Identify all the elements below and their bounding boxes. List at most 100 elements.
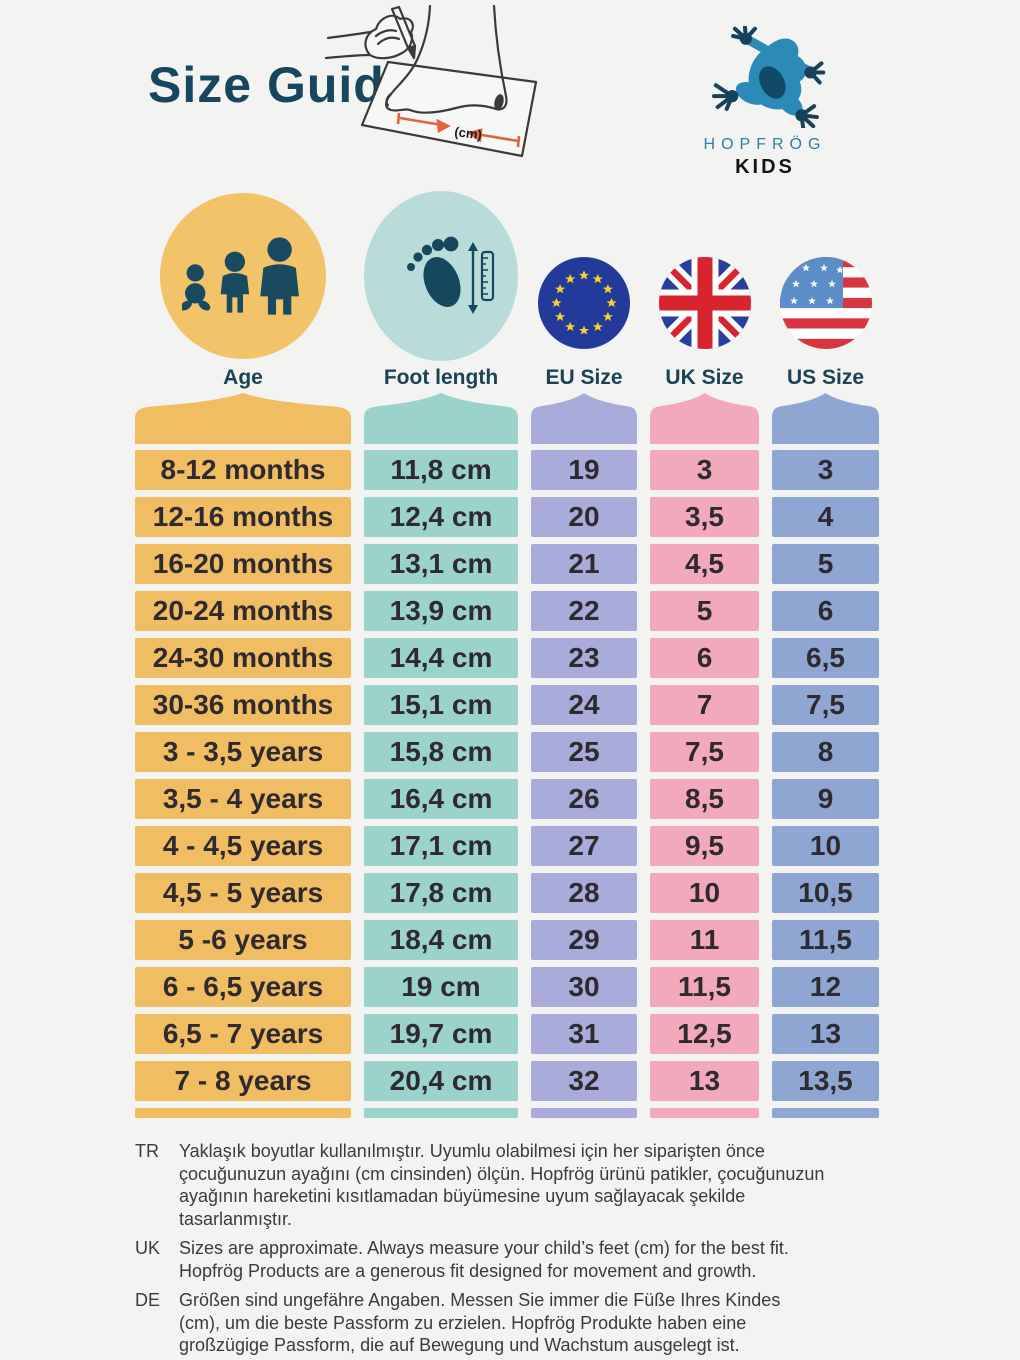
column-arch bbox=[531, 393, 637, 444]
table-cell: 9,5 bbox=[650, 826, 759, 866]
table-cell: 25 bbox=[531, 732, 637, 772]
table-cell: 27 bbox=[531, 826, 637, 866]
table-cell: 28 bbox=[531, 873, 637, 913]
note-lang-label: DE bbox=[135, 1290, 161, 1310]
column-header-eu-size: EU Size bbox=[545, 366, 623, 389]
table-cell: 4 - 4,5 years bbox=[135, 826, 351, 866]
table-cell: 5 -6 years bbox=[135, 920, 351, 960]
table-cell: 6 - 6,5 years bbox=[135, 967, 351, 1007]
heel-shadow bbox=[494, 94, 504, 110]
us-size-cells: 3 4 5 6 6,5 7,5 8 9 10 10,5 11,5 12 13 13,5 bbox=[772, 444, 879, 1118]
table-cell: 24 bbox=[531, 685, 637, 725]
footnotes: TR Yaklaşık boyutlar kullanılmıştır. Uyu… bbox=[135, 1140, 935, 1360]
column-header-age: Age bbox=[223, 366, 263, 389]
table-cell: 22 bbox=[531, 591, 637, 631]
table-cell-truncated bbox=[772, 1108, 879, 1118]
note-text: Yaklaşık boyutlar kullanılmıştır. Uyumlu… bbox=[179, 1141, 825, 1229]
table-cell: 7 - 8 years bbox=[135, 1061, 351, 1101]
note-de: DE Größen sind ungefähre Angaben. Messen… bbox=[135, 1289, 935, 1357]
table-cell: 30-36 months bbox=[135, 685, 351, 725]
column-arch bbox=[650, 393, 759, 444]
table-cell: 30 bbox=[531, 967, 637, 1007]
foot-measuring-illustration: (cm) bbox=[324, 4, 538, 158]
table-cell: 6 bbox=[772, 591, 879, 631]
brand-logo: HOPFRÖG KIDS bbox=[698, 26, 832, 179]
column-arch bbox=[135, 393, 351, 444]
table-cell: 20-24 months bbox=[135, 591, 351, 631]
frog-icon bbox=[711, 26, 826, 128]
family-icon bbox=[182, 237, 299, 315]
note-lang-label: UK bbox=[135, 1238, 161, 1258]
eu-flag-icon bbox=[538, 257, 630, 349]
table-cell: 26 bbox=[531, 779, 637, 819]
column-arch bbox=[772, 393, 879, 444]
age-circle bbox=[160, 193, 326, 359]
table-cell: 3 bbox=[772, 450, 879, 490]
column-header-us-size: US Size bbox=[786, 366, 865, 389]
table-cell: 6 bbox=[650, 638, 759, 678]
table-cell: 10,5 bbox=[772, 873, 879, 913]
table-cell: 4 bbox=[772, 497, 879, 537]
uk-flag-icon bbox=[658, 257, 751, 349]
table-cell: 20 bbox=[531, 497, 637, 537]
column-arch bbox=[364, 393, 518, 444]
table-cell-truncated bbox=[650, 1108, 759, 1118]
table-cell: 17,8 cm bbox=[364, 873, 518, 913]
table-cell: 29 bbox=[531, 920, 637, 960]
table-cell: 19 cm bbox=[364, 967, 518, 1007]
table-cell: 7,5 bbox=[650, 732, 759, 772]
column-header-uk-size: UK Size bbox=[665, 366, 744, 389]
column-foot-length: Foot length 11,8 cm 12,4 cm 13,1 cm 13,9 cm… bbox=[364, 188, 518, 1118]
table-cell: 24-30 months bbox=[135, 638, 351, 678]
table-cell: 9 bbox=[772, 779, 879, 819]
table-cell: 14,4 cm bbox=[364, 638, 518, 678]
note-lang-label: TR bbox=[135, 1141, 159, 1161]
column-us-size: US Size 3 4 5 6 6,5 7,5 8 9 10 10,5 11,5 12 13 13,5 bbox=[772, 188, 879, 1118]
table-cell: 17,1 cm bbox=[364, 826, 518, 866]
table-cell: 12-16 months bbox=[135, 497, 351, 537]
table-cell: 12 bbox=[772, 967, 879, 1007]
brand-name: HOPFRÖG bbox=[703, 136, 827, 153]
table-cell: 8-12 months bbox=[135, 450, 351, 490]
eu-size-cells: 19 20 21 22 23 24 25 26 27 28 29 30 31 32 bbox=[531, 444, 637, 1118]
page-title: Size Guide bbox=[148, 57, 414, 113]
table-cell: 16-20 months bbox=[135, 544, 351, 584]
table-cell: 13,9 cm bbox=[364, 591, 518, 631]
note-text: Größen sind ungefähre Angaben. Messen Si… bbox=[179, 1290, 781, 1355]
table-cell: 13 bbox=[772, 1014, 879, 1054]
table-cell: 13 bbox=[650, 1061, 759, 1101]
table-cell: 7 bbox=[650, 685, 759, 725]
table-cell: 13,1 cm bbox=[364, 544, 518, 584]
table-cell: 5 bbox=[772, 544, 879, 584]
table-cell: 11,8 cm bbox=[364, 450, 518, 490]
table-cell: 6,5 - 7 years bbox=[135, 1014, 351, 1054]
table-cell: 23 bbox=[531, 638, 637, 678]
age-cells: 8-12 months 12-16 months 16-20 months 20-24… bbox=[135, 444, 351, 1118]
table-cell: 12,4 cm bbox=[364, 497, 518, 537]
foot-measure-icon bbox=[407, 236, 495, 314]
column-eu-size: EU Size 19 20 21 22 23 24 25 26 27 28 29 30 31 32 bbox=[531, 188, 637, 1118]
table-cell: 15,1 cm bbox=[364, 685, 518, 725]
table-cell: 8 bbox=[772, 732, 879, 772]
table-cell: 20,4 cm bbox=[364, 1061, 518, 1101]
table-cell: 10 bbox=[772, 826, 879, 866]
table-cell-truncated bbox=[531, 1108, 637, 1118]
table-cell-truncated bbox=[364, 1108, 518, 1118]
foot-length-cells: 11,8 cm 12,4 cm 13,1 cm 13,9 cm 14,4 cm 15,1 … bbox=[364, 444, 518, 1118]
table-cell: 7,5 bbox=[772, 685, 879, 725]
table-cell: 18,4 cm bbox=[364, 920, 518, 960]
table-cell: 12,5 bbox=[650, 1014, 759, 1054]
cm-label: (cm) bbox=[454, 124, 483, 142]
table-cell: 4,5 - 5 years bbox=[135, 873, 351, 913]
table-cell: 4,5 bbox=[650, 544, 759, 584]
table-cell: 3,5 bbox=[650, 497, 759, 537]
us-flag-icon bbox=[779, 257, 872, 349]
table-cell: 31 bbox=[531, 1014, 637, 1054]
table-cell: 19 bbox=[531, 450, 637, 490]
table-cell: 15,8 cm bbox=[364, 732, 518, 772]
table-cell: 11,5 bbox=[772, 920, 879, 960]
note-uk: UK Sizes are approximate. Always measure… bbox=[135, 1237, 935, 1282]
table-cell: 21 bbox=[531, 544, 637, 584]
note-text: Sizes are approximate. Always measure yo… bbox=[179, 1238, 789, 1281]
